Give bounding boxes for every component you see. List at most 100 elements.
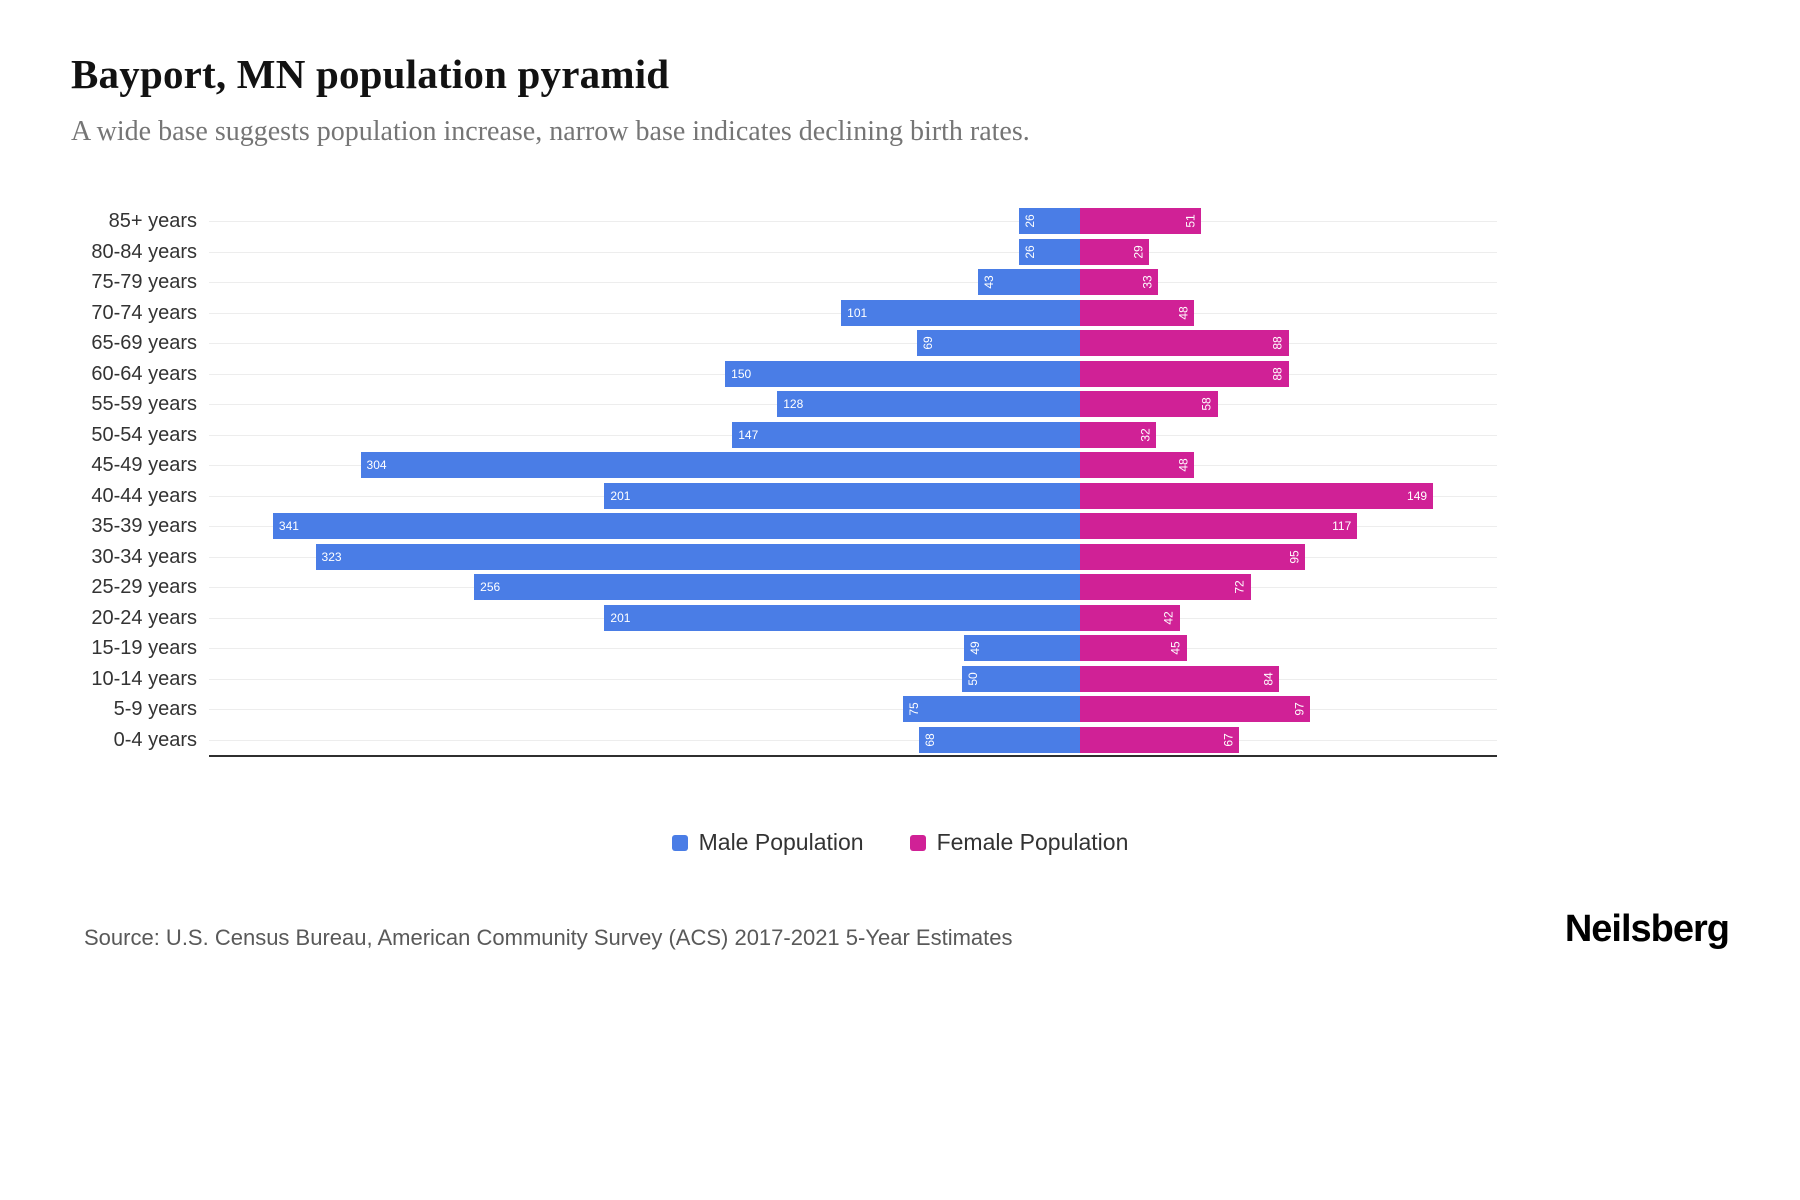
gridline	[209, 221, 1497, 223]
pyramid-row: 15-19 years 49 45	[71, 633, 1729, 664]
plot-area: 101 48	[209, 298, 1497, 329]
bar-value-label: 84	[1261, 672, 1276, 686]
plot-area: 128 58	[209, 389, 1497, 420]
male-bar[interactable]: 128	[777, 391, 1081, 418]
plot-area: 50 84	[209, 664, 1497, 695]
male-bar[interactable]: 43	[978, 269, 1081, 296]
bar-value-label: 26	[1022, 245, 1037, 259]
male-bar[interactable]: 323	[315, 543, 1081, 570]
male-bar[interactable]: 256	[474, 574, 1081, 601]
age-group-label: 50-54 years	[91, 423, 197, 446]
age-group-label: 20-24 years	[91, 606, 197, 629]
bar-value-label: 201	[610, 610, 631, 625]
chart-page: Bayport, MN population pyramid A wide ba…	[71, 51, 1730, 951]
bar-value-label: 72	[1232, 580, 1247, 594]
female-bar[interactable]: 97	[1080, 696, 1310, 723]
bar-value-label: 50	[965, 672, 980, 686]
bar-value-label: 304	[366, 458, 387, 473]
bar-value-label: 128	[783, 397, 804, 412]
female-bar[interactable]: 84	[1080, 665, 1280, 692]
bar-value-label: 33	[1140, 275, 1155, 289]
plot-area: 201 149	[209, 481, 1497, 512]
age-group-label: 85+ years	[108, 210, 197, 233]
female-bar[interactable]: 29	[1080, 238, 1149, 265]
age-group-label: 30-34 years	[91, 545, 197, 568]
plot-area: 323 95	[209, 542, 1497, 573]
female-bar[interactable]: 48	[1080, 299, 1194, 326]
gridline	[209, 343, 1497, 345]
pyramid-row: 60-64 years 150 88	[71, 359, 1729, 390]
plot-area: 26 29	[209, 237, 1497, 268]
bar-value-label: 42	[1161, 611, 1176, 625]
bar-value-label: 43	[982, 275, 997, 289]
female-bar[interactable]: 58	[1080, 391, 1218, 418]
plot-area: 341 117	[209, 511, 1497, 542]
male-bar[interactable]: 201	[604, 604, 1081, 631]
female-bar[interactable]: 95	[1080, 543, 1306, 570]
bar-value-label: 88	[1270, 367, 1285, 381]
age-group-label: 5-9 years	[113, 698, 197, 721]
male-bar[interactable]: 201	[604, 482, 1081, 509]
legend-item-female[interactable]: Female Population	[909, 829, 1129, 856]
male-bar[interactable]: 50	[961, 665, 1081, 692]
legend-item-male[interactable]: Male Population	[671, 829, 864, 856]
bar-value-label: 68	[923, 733, 938, 747]
male-bar[interactable]: 101	[841, 299, 1081, 326]
male-bar[interactable]: 26	[1018, 238, 1081, 265]
bar-value-label: 49	[968, 641, 983, 655]
bar-value-label: 147	[738, 427, 759, 442]
pyramid-row: 85+ years 26 51	[71, 206, 1729, 237]
female-bar[interactable]: 33	[1080, 269, 1159, 296]
plot-area: 304 48	[209, 450, 1497, 481]
male-bar[interactable]: 341	[272, 513, 1081, 540]
pyramid-row: 20-24 years 201 42	[71, 603, 1729, 634]
bar-value-label: 69	[920, 336, 935, 350]
female-bar[interactable]: 67	[1080, 726, 1239, 753]
female-bar[interactable]: 149	[1080, 482, 1434, 509]
female-bar[interactable]: 88	[1080, 330, 1289, 357]
population-pyramid-chart: 85+ years 26 51 80-84 years 26 29 75-79 years 4…	[71, 206, 1729, 757]
gridline	[209, 678, 1497, 680]
pyramid-row: 35-39 years 341 117	[71, 511, 1729, 542]
bar-value-label: 45	[1168, 641, 1183, 655]
gridline	[209, 709, 1497, 711]
bar-value-label: 341	[278, 519, 299, 534]
male-bar[interactable]: 147	[732, 421, 1081, 448]
footer: Source: U.S. Census Bureau, American Com…	[71, 908, 1730, 951]
female-bar[interactable]: 51	[1080, 208, 1202, 235]
male-bar[interactable]: 304	[360, 452, 1081, 479]
female-bar[interactable]: 88	[1080, 360, 1289, 387]
plot-area: 201 42	[209, 603, 1497, 634]
bar-value-label: 58	[1199, 397, 1214, 411]
pyramid-row: 0-4 years 68 67	[71, 725, 1729, 756]
female-bar[interactable]: 45	[1080, 635, 1187, 662]
plot-area: 69 88	[209, 328, 1497, 359]
male-bar[interactable]: 68	[919, 726, 1081, 753]
male-bar[interactable]: 75	[902, 696, 1081, 723]
age-group-label: 35-39 years	[91, 515, 197, 538]
female-bar[interactable]: 72	[1080, 574, 1251, 601]
plot-area: 256 72	[209, 572, 1497, 603]
legend-label: Female Population	[936, 829, 1129, 855]
brand-logo[interactable]: Neilsberg	[1564, 908, 1730, 950]
bar-value-label: 101	[847, 305, 868, 320]
male-bar[interactable]: 26	[1018, 208, 1081, 235]
bar-value-label: 48	[1175, 306, 1190, 320]
bar-value-label: 149	[1407, 488, 1428, 503]
male-bar[interactable]: 69	[916, 330, 1081, 357]
plot-area: 49 45	[209, 633, 1497, 664]
male-bar[interactable]: 49	[964, 635, 1081, 662]
female-bar[interactable]: 32	[1080, 421, 1157, 448]
pyramid-row: 70-74 years 101 48	[71, 298, 1729, 329]
pyramid-row: 50-54 years 147 32	[71, 420, 1729, 451]
age-group-label: 80-84 years	[91, 240, 197, 263]
source-text: Source: U.S. Census Bureau, American Com…	[84, 925, 1013, 950]
female-bar[interactable]: 48	[1080, 452, 1194, 479]
bar-value-label: 51	[1183, 214, 1198, 228]
bar-value-label: 88	[1270, 336, 1285, 350]
bar-value-label: 26	[1022, 214, 1037, 228]
plot-area: 68 67	[209, 725, 1497, 756]
male-bar[interactable]: 150	[725, 360, 1081, 387]
female-bar[interactable]: 117	[1080, 513, 1358, 540]
female-bar[interactable]: 42	[1080, 604, 1180, 631]
